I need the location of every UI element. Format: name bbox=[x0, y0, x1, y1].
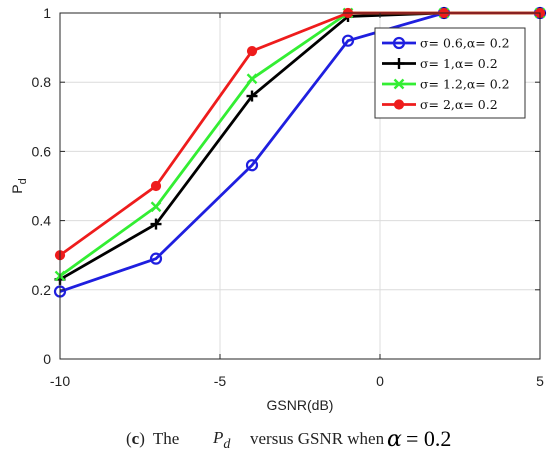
y-tick-label: 0.6 bbox=[32, 143, 52, 159]
caption-middle: versus GSNR when bbox=[250, 429, 385, 448]
legend-marker bbox=[392, 36, 406, 50]
data-point bbox=[150, 180, 162, 192]
data-point bbox=[246, 73, 258, 85]
y-tick-label: 0.4 bbox=[32, 213, 52, 229]
caption-label-open: ( bbox=[126, 429, 132, 448]
data-point bbox=[150, 218, 162, 230]
figure-caption: (c) The Pd versus GSNR when α = 0.2 bbox=[126, 426, 451, 452]
caption-alpha: α bbox=[387, 427, 402, 452]
data-point bbox=[341, 34, 355, 47]
data-point bbox=[245, 159, 259, 172]
caption-prefix: The bbox=[153, 429, 179, 448]
legend-marker bbox=[393, 58, 405, 69]
legend-marker bbox=[393, 78, 405, 90]
caption-symbol-sub: d bbox=[223, 437, 231, 452]
caption-label: c bbox=[132, 429, 140, 448]
y-tick-label: 0.8 bbox=[32, 74, 52, 90]
y-tick-label: 1 bbox=[43, 5, 51, 21]
svg-text:(c) The: (c) The bbox=[126, 429, 179, 448]
data-point bbox=[246, 45, 258, 57]
x-axis-label: GSNR(dB) bbox=[267, 397, 334, 413]
legend-label: σ= 1.2,α= 0.2 bbox=[420, 77, 510, 92]
legend-item: σ= 2,α= 0.2 bbox=[382, 97, 498, 112]
x-tick-label: -10 bbox=[50, 373, 70, 389]
legend-label: σ= 1,α= 0.2 bbox=[420, 56, 498, 71]
legend-label: σ= 0.6,α= 0.2 bbox=[420, 36, 510, 51]
legend-marker bbox=[393, 99, 405, 110]
y-tick-label: 0 bbox=[43, 351, 51, 367]
x-tick-label: 0 bbox=[376, 373, 384, 389]
y-axis-label-main: P bbox=[9, 184, 25, 193]
data-point bbox=[246, 90, 258, 102]
svg-text:Pd: Pd bbox=[9, 178, 29, 193]
y-tick-label: 0.2 bbox=[32, 282, 52, 298]
legend-item: σ= 0.6,α= 0.2 bbox=[382, 36, 510, 51]
legend-item: σ= 1,α= 0.2 bbox=[382, 56, 498, 71]
legend-label: σ= 2,α= 0.2 bbox=[420, 97, 498, 112]
x-tick-label: 5 bbox=[536, 373, 544, 389]
x-tick-label: -5 bbox=[214, 373, 227, 389]
legend: σ= 0.6,α= 0.2 σ= 1,α= 0.2 σ= 1.2,α= 0.2 σ= … bbox=[374, 27, 526, 119]
caption-equals: = 0.2 bbox=[406, 426, 451, 451]
y-axis-label-sub: d bbox=[17, 178, 29, 184]
y-axis-label: Pd bbox=[9, 178, 29, 193]
data-point bbox=[149, 252, 163, 265]
ticks: -10 -5 0 5 0 0.2 0.4 0.6 0.8 1 bbox=[32, 5, 545, 389]
plot-frame bbox=[59, 12, 541, 360]
svg-text:Pd: Pd bbox=[212, 428, 231, 452]
data-point bbox=[150, 201, 162, 213]
legend-item: σ= 1.2,α= 0.2 bbox=[382, 77, 510, 92]
caption-symbol: P bbox=[212, 428, 223, 447]
